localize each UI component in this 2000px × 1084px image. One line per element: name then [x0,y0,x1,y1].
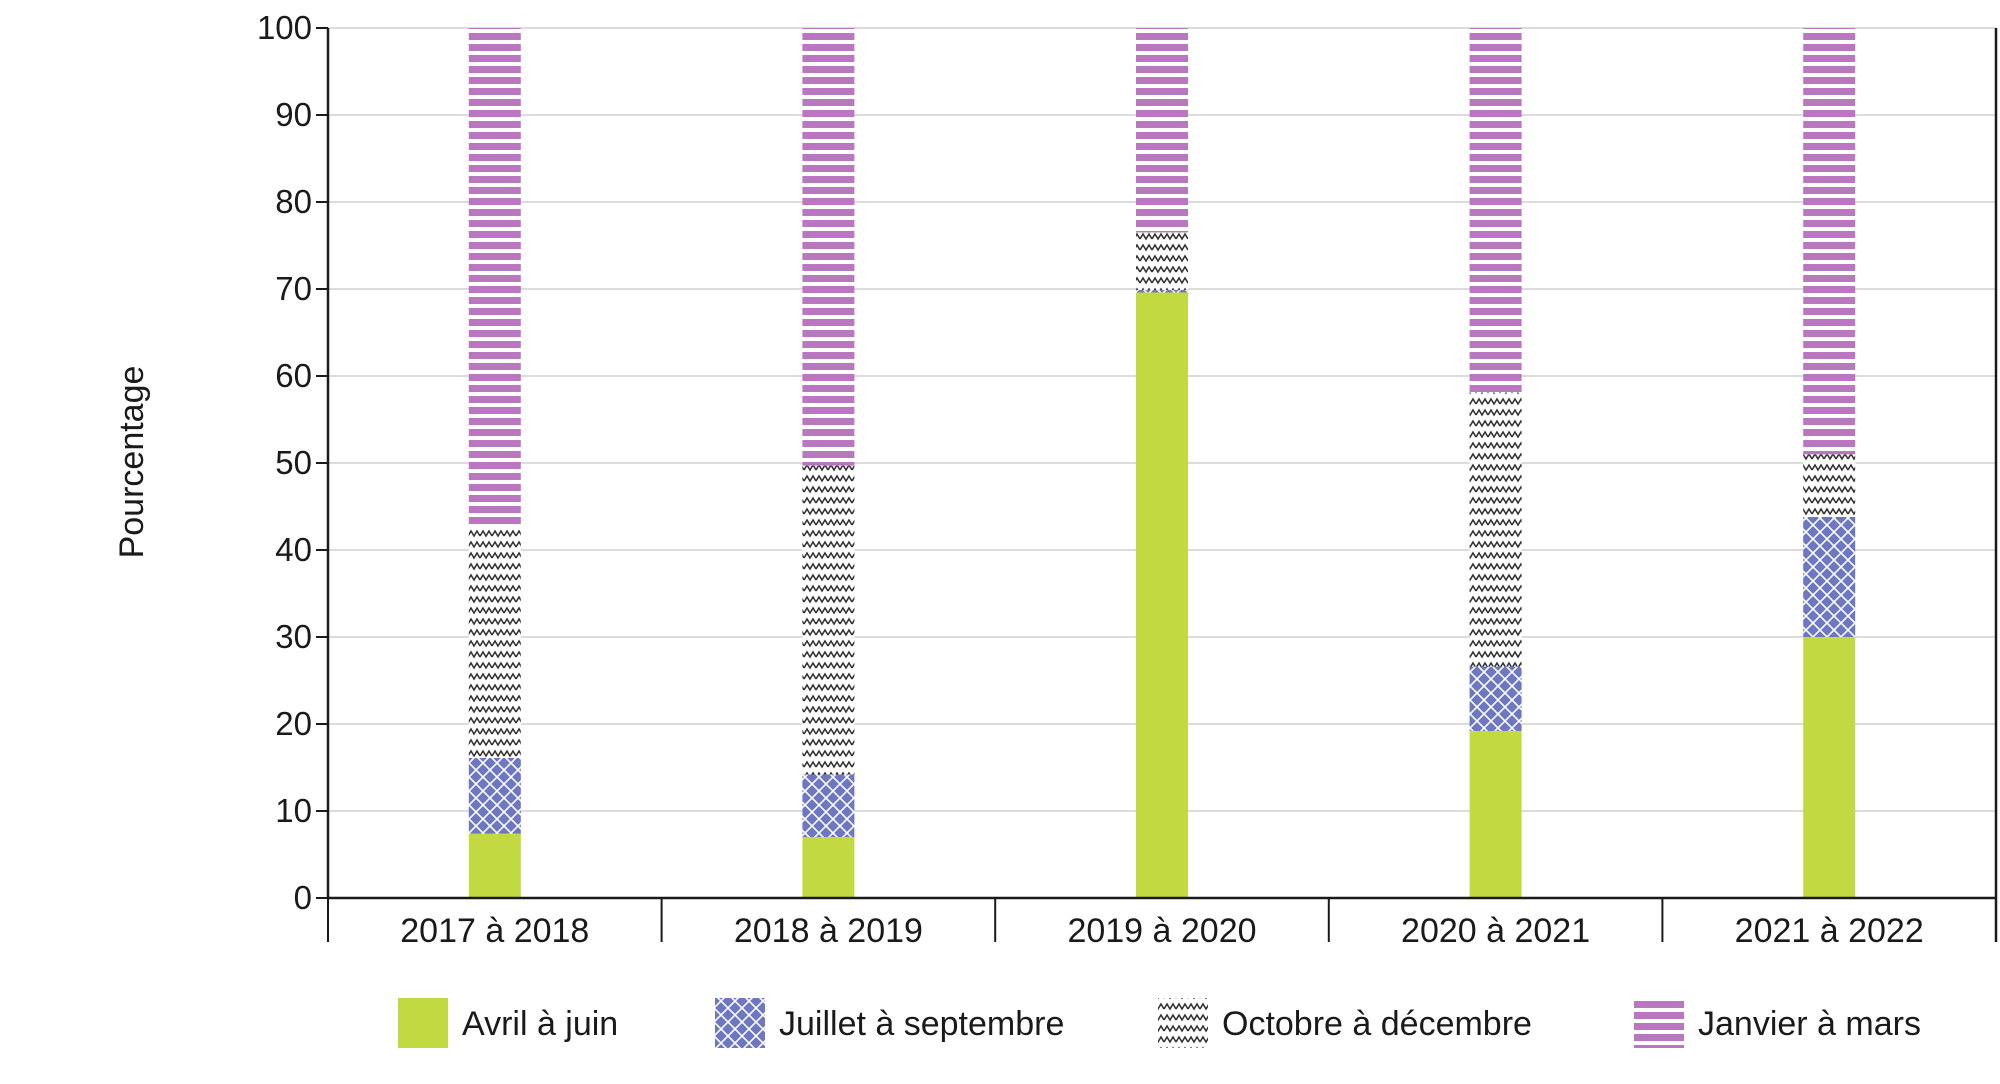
legend-swatch-stripes [1634,998,1684,1048]
bar-segment-solid [468,833,521,898]
bar-segment-solid [1136,292,1188,899]
legend: Avril à juin Juillet à septembre Octobre à… [398,998,1921,1048]
legend-swatch-zigzag [1158,998,1208,1048]
bar-segment-solid [1469,730,1522,898]
y-axis-title: Pourcentage [113,366,151,559]
bar-segment-crosshatch [1803,516,1856,637]
x-tick-labels: 2017 à 2018 2018 à 2019 2019 à 2020 2020 à … [400,912,1923,950]
y-tick-label: 10 [275,792,312,829]
y-tick-labels: 0 10 20 30 40 50 60 70 80 90 100 [257,9,328,916]
bar-segment-zigzag [1136,232,1188,290]
y-tick-label: 70 [275,270,312,307]
y-tick-label: 0 [294,879,312,916]
y-tick-label: 100 [257,9,312,46]
x-tick-label: 2017 à 2018 [400,912,589,950]
y-tick-label: 40 [275,531,312,568]
legend-label: Juillet à septembre [779,1005,1064,1043]
y-tick-label: 50 [275,444,312,481]
bar-segment-zigzag [468,527,521,758]
bar-segment-stripes [1469,28,1522,393]
bar-segment-crosshatch [468,757,521,834]
legend-label: Octobre à décembre [1222,1005,1532,1043]
y-tick-label: 30 [275,618,312,655]
y-tick-label: 90 [275,96,312,133]
x-tick-label: 2021 à 2022 [1735,912,1924,950]
x-tick-label: 2018 à 2019 [734,912,923,950]
y-tick-label: 20 [275,705,312,742]
bar-segment-crosshatch [802,774,855,838]
bar-segment-crosshatch [1136,289,1188,293]
bar-segment-stripes [802,28,855,466]
x-tick-label: 2019 à 2020 [1067,912,1256,950]
y-tick-label: 80 [275,183,312,220]
bar-segment-stripes [1803,28,1856,455]
legend-label: Janvier à mars [1698,1005,1921,1043]
bar-segment-zigzag [1803,454,1856,517]
bar-segment-solid [1803,637,1856,898]
legend-swatch-solid [398,998,448,1048]
legend-swatch-crosshatch [715,998,765,1048]
bar-segment-stripes [1136,28,1188,233]
bar-segment-zigzag [802,465,855,775]
bars [468,28,1856,899]
x-tick-label: 2020 à 2021 [1401,912,1590,950]
bar-segment-stripes [468,28,521,528]
bar-segment-solid [802,837,855,898]
bar-segment-crosshatch [1469,666,1522,731]
legend-label: Avril à juin [462,1005,618,1043]
bar-segment-zigzag [1469,392,1522,667]
y-tick-label: 60 [275,357,312,394]
